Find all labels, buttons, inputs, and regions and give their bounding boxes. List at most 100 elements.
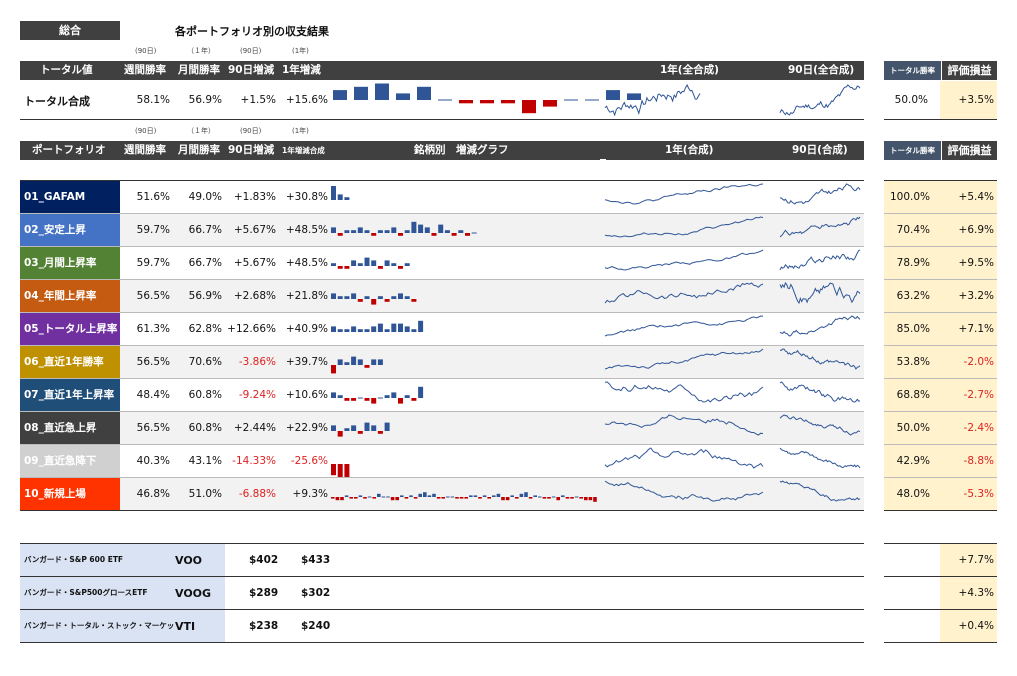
- sub-label: (1年): [292, 47, 309, 55]
- right-row-divider: [884, 477, 997, 478]
- bar-mark: [584, 497, 588, 501]
- bar-mark: [464, 497, 468, 499]
- bar-mark: [395, 497, 399, 501]
- portfolio-name[interactable]: 04_年間上昇率: [20, 280, 120, 312]
- portfolio-week: 56.5%: [136, 422, 170, 434]
- total-header-week: 週間勝率: [124, 64, 166, 76]
- bar-mark: [501, 497, 505, 501]
- bar-mark: [337, 431, 343, 437]
- sparkline-path: [780, 183, 861, 205]
- bar-mark: [337, 329, 343, 332]
- bar-mark: [331, 186, 336, 200]
- bar-mark: [331, 392, 336, 398]
- portfolio-bar-chart: [331, 422, 390, 437]
- portfolio-line-90d: [780, 183, 861, 205]
- portfolio-name[interactable]: 06_直近1年勝率: [20, 346, 120, 378]
- portfolio-name[interactable]: 08_直近急上昇: [20, 412, 120, 444]
- portfolio-line-1y: [604, 447, 764, 469]
- bar-mark: [351, 293, 357, 299]
- portfolio-bar-chart: [331, 386, 424, 404]
- portfolio-month: 62.8%: [188, 323, 222, 335]
- bar-mark: [561, 495, 565, 497]
- portfolio-pl-cell: [884, 247, 997, 279]
- total-row-name: トータル合成: [24, 95, 90, 108]
- sub-label: (90日): [135, 127, 157, 135]
- bar-mark: [418, 320, 424, 332]
- bar-mark: [351, 230, 357, 233]
- portfolio-name[interactable]: 10_新規上場: [20, 478, 120, 510]
- etf-ticker[interactable]: VOO: [175, 554, 203, 567]
- bar-mark: [515, 497, 519, 499]
- bar-mark: [377, 431, 383, 434]
- etf-right-divider: [884, 642, 997, 643]
- bar-mark: [391, 263, 397, 266]
- sparkline-path: [604, 249, 764, 271]
- etf-pl-cell: [940, 544, 997, 576]
- right-row-divider: [884, 279, 997, 280]
- row-stripe: [120, 280, 864, 312]
- portfolio-name[interactable]: 09_直近急降下: [20, 445, 120, 477]
- bar-mark: [371, 425, 377, 431]
- portfolio-name[interactable]: 03_月間上昇率: [20, 247, 120, 279]
- bar-mark: [340, 497, 344, 501]
- portfolio-d90: -14.33%: [232, 455, 276, 467]
- portfolio-pl-cell: [884, 181, 997, 213]
- etf-ticker-cell: [175, 544, 225, 576]
- portfolio-month: 56.9%: [188, 290, 222, 302]
- portfolio-line-90d: [779, 480, 861, 502]
- sparkline-path: [604, 216, 764, 238]
- portfolio-win: 78.9%: [896, 257, 930, 269]
- pf-right-header: トータル勝率 評価損益: [884, 141, 997, 160]
- bar-mark: [344, 428, 350, 431]
- bar-mark: [409, 495, 413, 497]
- pf-header-label: ポートフォリオ: [32, 144, 106, 156]
- bar-mark: [357, 431, 363, 434]
- bar-mark: [371, 326, 377, 332]
- bar-mark: [377, 266, 383, 269]
- etf-ticker[interactable]: VOOG: [175, 587, 212, 600]
- bar-mark: [480, 100, 494, 104]
- portfolio-d90: +12.66%: [227, 323, 276, 335]
- bar-mark: [351, 326, 357, 332]
- portfolio-pl: -8.8%: [963, 455, 994, 467]
- pf-header-gap: [600, 159, 606, 161]
- etf-name: バンガード・S&P500グロースETF: [20, 577, 175, 609]
- bar-mark: [411, 299, 417, 302]
- portfolio-line-1y: [604, 282, 764, 304]
- bar-mark: [337, 233, 343, 236]
- bar-mark: [377, 493, 381, 497]
- portfolio-d90: -9.24%: [238, 389, 276, 401]
- portfolio-week: 40.3%: [136, 455, 170, 467]
- bar-mark: [344, 329, 350, 332]
- total-right-win-header: トータル勝率: [884, 61, 941, 80]
- portfolio-name[interactable]: 07_直近1年上昇率: [20, 379, 120, 411]
- portfolio-d90: +5.67%: [233, 224, 276, 236]
- etf-price-1: $238: [249, 620, 279, 632]
- pf-right-win-header: トータル勝率: [884, 141, 941, 160]
- bar-mark: [377, 230, 383, 233]
- bar-mark: [331, 227, 336, 233]
- bar-mark: [522, 100, 536, 114]
- sogo-label: 総合: [20, 21, 120, 40]
- portfolio-name[interactable]: 05_トータル上昇率: [20, 313, 120, 345]
- etf-divider: [20, 576, 864, 577]
- bar-mark: [358, 495, 363, 497]
- bar-mark: [438, 99, 452, 101]
- portfolio-right-top-line: [884, 180, 997, 181]
- right-row-divider: [884, 510, 997, 511]
- bar-mark: [364, 296, 370, 299]
- bar-mark: [386, 496, 390, 498]
- etf-ticker[interactable]: VTI: [175, 620, 196, 633]
- portfolio-pl-cell: [884, 379, 997, 411]
- bar-mark: [418, 493, 422, 497]
- bar-mark: [478, 497, 482, 499]
- portfolio-name[interactable]: 01_GAFAM: [20, 181, 120, 213]
- bar-mark: [377, 359, 383, 365]
- etf-price-2: $302: [301, 587, 331, 599]
- etf-price-2: $433: [301, 554, 331, 566]
- portfolio-y1: +9.3%: [292, 488, 328, 500]
- bar-mark: [357, 359, 363, 365]
- bar-mark: [391, 323, 397, 332]
- bar-mark: [377, 296, 383, 299]
- portfolio-name[interactable]: 02_安定上昇: [20, 214, 120, 246]
